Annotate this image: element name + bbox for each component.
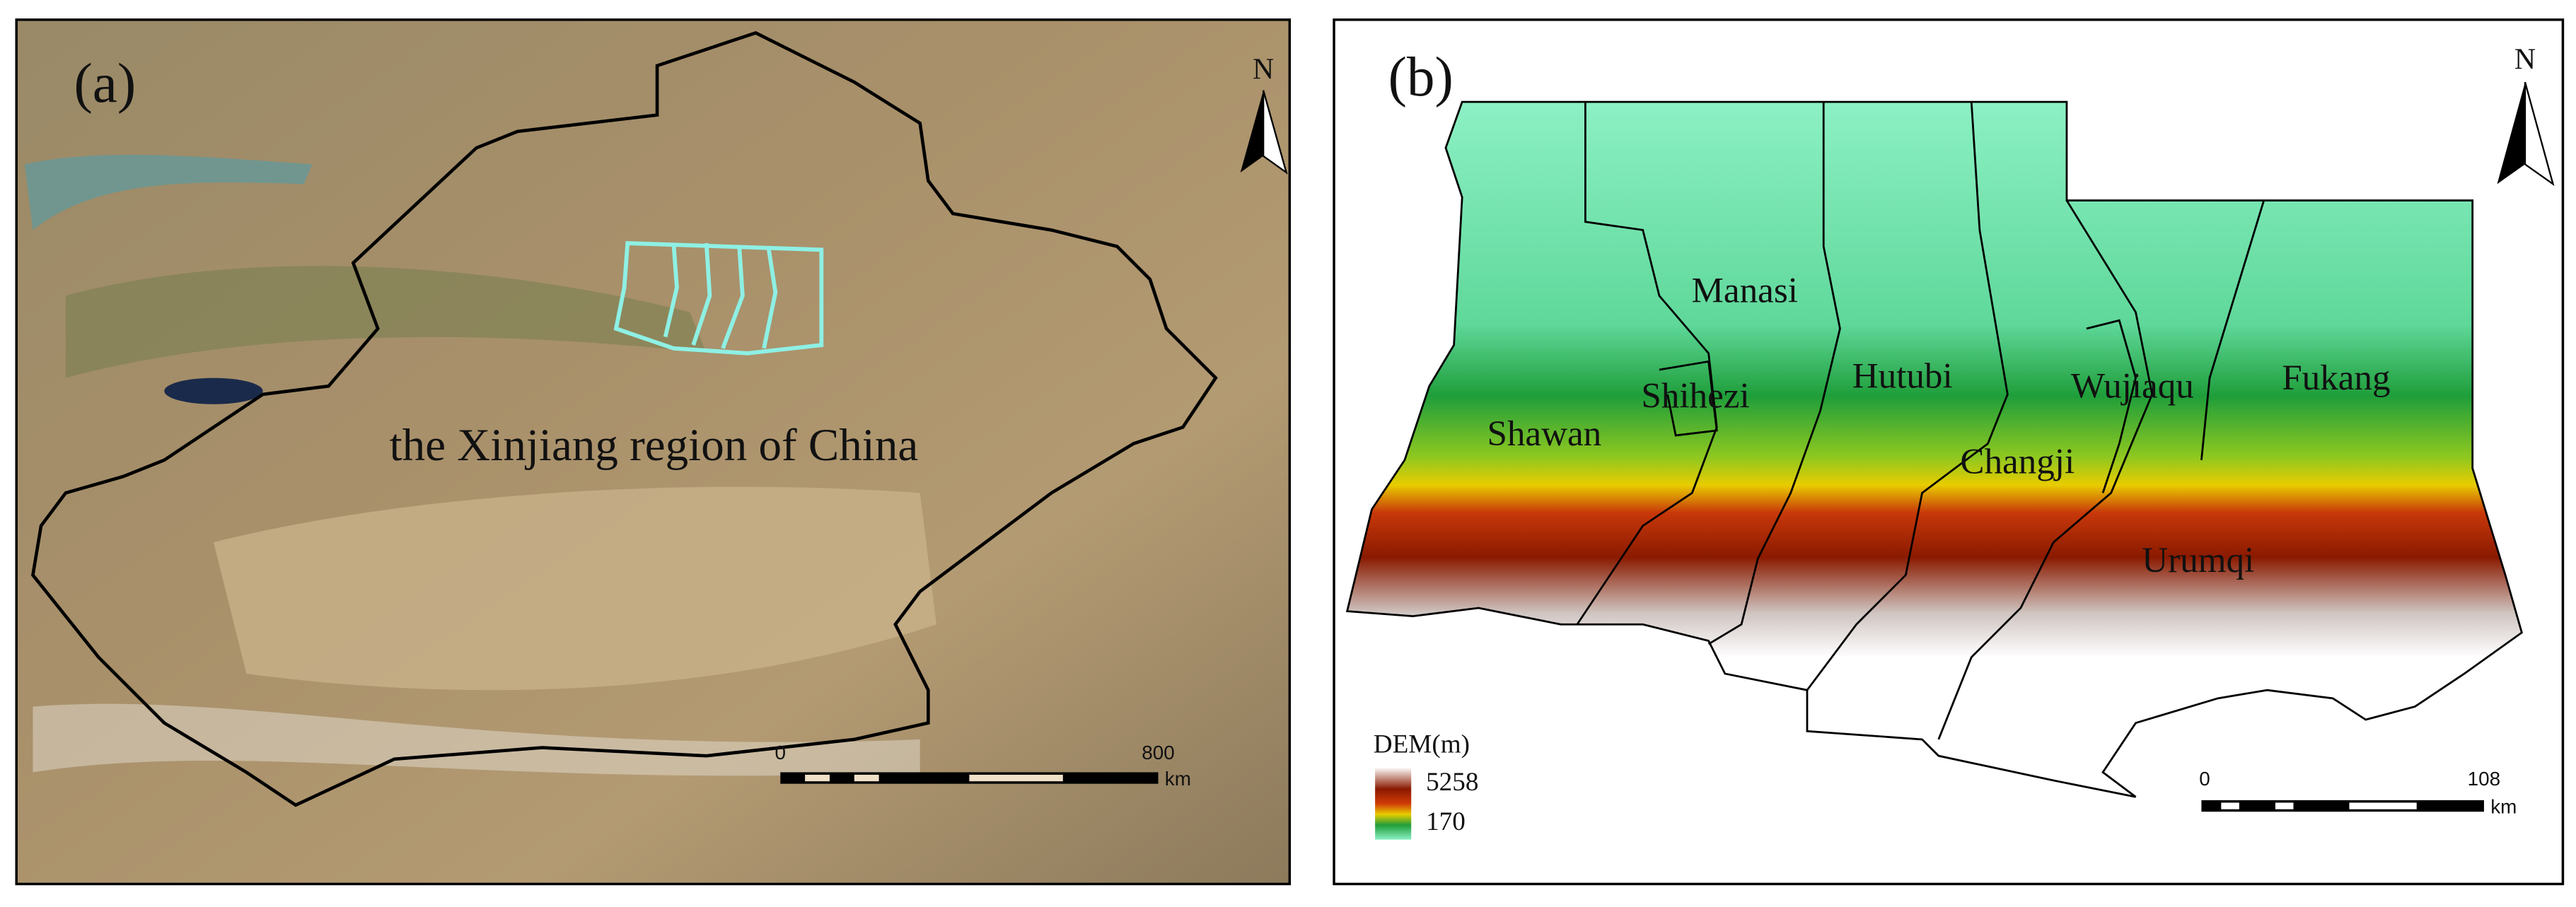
scale-bar-segment	[2349, 802, 2417, 809]
legend-max: 5258	[1426, 768, 1478, 797]
county-label: Hutubi	[1852, 356, 1953, 397]
scale-bar-segment	[805, 774, 830, 782]
xinjiang-boundary	[30, 30, 1218, 807]
county-label: Fukang	[2282, 358, 2390, 398]
north-arrow	[2524, 81, 2555, 187]
lake	[164, 378, 263, 404]
scale-bar-segment	[2221, 802, 2239, 809]
county-label: Wujiaqu	[2071, 365, 2194, 406]
county-label: Urumqi	[2142, 540, 2254, 580]
county-line	[1659, 360, 1718, 437]
county-line	[1806, 102, 2009, 691]
county-boundaries	[1576, 102, 2265, 740]
north-label: N	[2514, 44, 2536, 76]
county-line	[691, 242, 712, 346]
dem-surface	[1345, 100, 2523, 798]
legend-min: 170	[1426, 807, 1466, 836]
scale-start: 0	[775, 742, 787, 763]
desert	[213, 486, 936, 691]
north-arrow	[1240, 90, 1264, 173]
county-line	[2086, 319, 2137, 493]
scale-bar-segment	[2275, 802, 2294, 809]
panel-label: (a)	[74, 53, 137, 115]
scale-bar: 0 800 km	[775, 742, 1191, 790]
panel-b: (b) N Manasi Shihezi Hutubi Wujiaqu Fuka…	[1333, 18, 2565, 886]
county-label: Shihezi	[1641, 375, 1749, 416]
county-line	[2200, 200, 2265, 460]
county-label: Manasi	[1692, 271, 1798, 311]
study-area	[613, 240, 824, 356]
county-line	[1707, 102, 1841, 645]
study-area-outline	[613, 240, 824, 356]
scale-end: 800	[1142, 742, 1174, 763]
scale-bar-segment	[2201, 800, 2484, 812]
scale-unit: km	[1165, 768, 1191, 790]
snow	[33, 703, 920, 776]
county-line	[762, 249, 778, 349]
legend-title: DEM(m)	[1374, 730, 1470, 759]
lake	[24, 155, 313, 230]
county-line	[1937, 199, 2154, 740]
north-label: N	[1253, 54, 1274, 86]
county-labels: Manasi Shihezi Hutubi Wujiaqu Fukang Sha…	[1487, 271, 2390, 580]
north-arrow	[1262, 90, 1288, 175]
scale-bar-segment	[969, 774, 1063, 782]
region-label: the Xinjiang region of China	[390, 420, 919, 471]
panel-a: (a) N the Xinjiang region of China 0 800…	[15, 18, 1292, 886]
panel-label: (b)	[1388, 47, 1454, 108]
scale-bar: 0 108 km	[2199, 768, 2517, 818]
legend-ramp	[1375, 767, 1412, 840]
scale-end: 108	[2468, 768, 2501, 790]
scale-unit: km	[2490, 796, 2517, 818]
dem-legend: DEM(m) 5258 170	[1374, 730, 1478, 840]
county-line	[721, 246, 745, 349]
county-line	[663, 242, 679, 338]
scale-bar-segment	[854, 774, 879, 782]
county-label: Shawan	[1487, 414, 1601, 454]
mountains	[65, 266, 707, 378]
county-label: Changji	[1960, 441, 2075, 481]
scale-start: 0	[2199, 768, 2210, 790]
